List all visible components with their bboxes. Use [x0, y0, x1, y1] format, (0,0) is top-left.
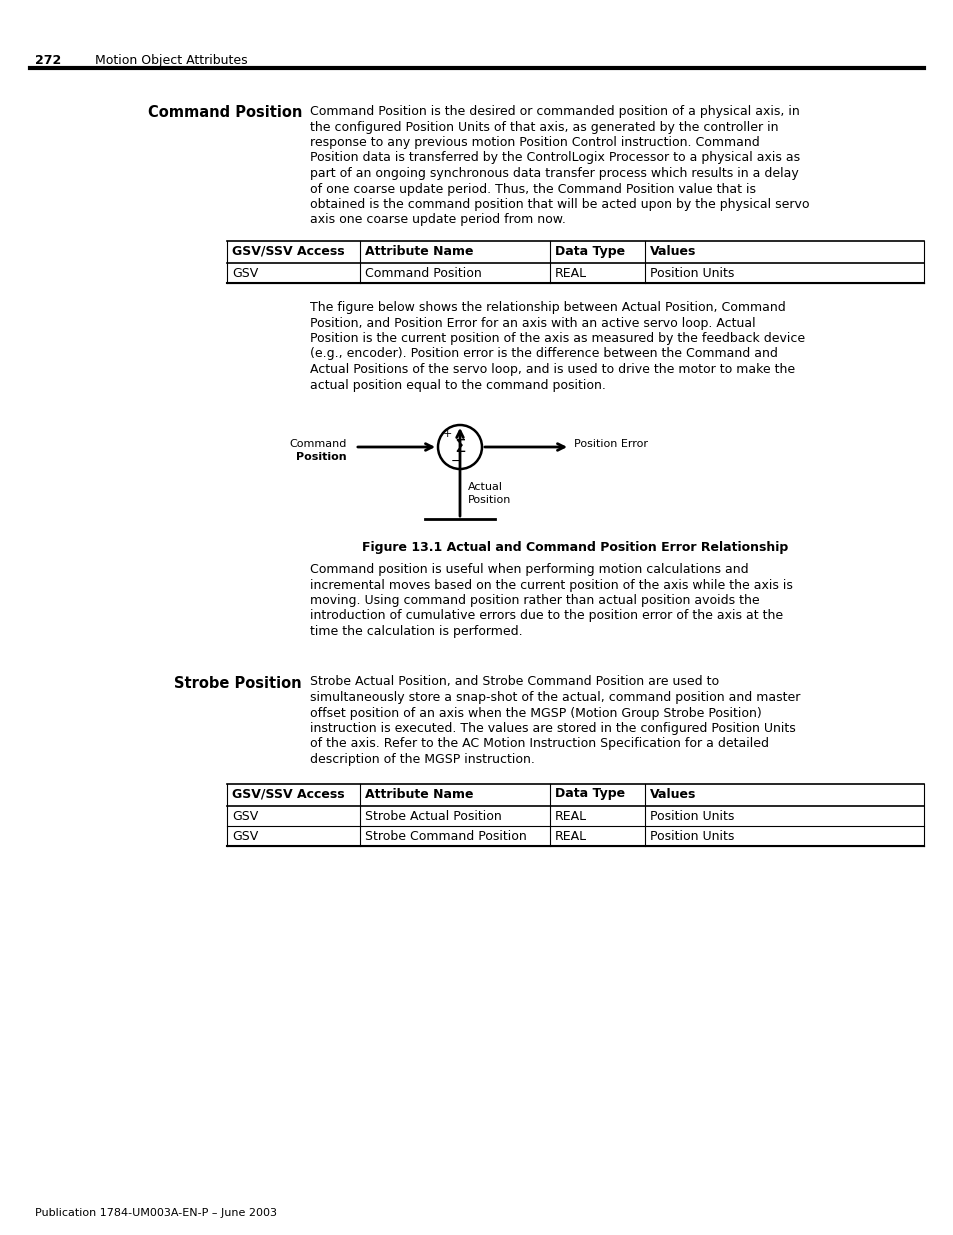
- Text: description of the MGSP instruction.: description of the MGSP instruction.: [310, 753, 535, 766]
- Text: Actual Positions of the servo loop, and is used to drive the motor to make the: Actual Positions of the servo loop, and …: [310, 363, 794, 375]
- Text: REAL: REAL: [555, 809, 586, 823]
- Text: GSV: GSV: [232, 809, 258, 823]
- Text: Strobe Position: Strobe Position: [174, 676, 302, 690]
- Text: Publication 1784-UM003A-EN-P – June 2003: Publication 1784-UM003A-EN-P – June 2003: [35, 1208, 276, 1218]
- Text: +: +: [442, 429, 451, 438]
- Text: Position Units: Position Units: [649, 830, 734, 842]
- Text: Position: Position: [468, 495, 511, 505]
- Text: Values: Values: [649, 788, 696, 800]
- Text: Position Error: Position Error: [574, 438, 647, 450]
- Text: Values: Values: [649, 245, 696, 258]
- Text: part of an ongoing synchronous data transfer process which results in a delay: part of an ongoing synchronous data tran…: [310, 167, 798, 180]
- Text: Strobe Actual Position: Strobe Actual Position: [365, 809, 501, 823]
- Text: moving. Using command position rather than actual position avoids the: moving. Using command position rather th…: [310, 594, 759, 606]
- Text: obtained is the command position that will be acted upon by the physical servo: obtained is the command position that wi…: [310, 198, 809, 211]
- Text: Position Units: Position Units: [649, 809, 734, 823]
- Text: incremental moves based on the current position of the axis while the axis is: incremental moves based on the current p…: [310, 578, 792, 592]
- Text: GSV: GSV: [232, 830, 258, 842]
- Text: REAL: REAL: [555, 267, 586, 280]
- Text: Position data is transferred by the ControlLogix Processor to a physical axis as: Position data is transferred by the Cont…: [310, 152, 800, 164]
- Text: Actual: Actual: [468, 482, 502, 492]
- Text: Position, and Position Error for an axis with an active servo loop. Actual: Position, and Position Error for an axis…: [310, 316, 755, 330]
- Text: Command: Command: [290, 438, 347, 450]
- Text: Command Position: Command Position: [148, 105, 302, 120]
- Text: Attribute Name: Attribute Name: [365, 245, 473, 258]
- Text: actual position equal to the command position.: actual position equal to the command pos…: [310, 378, 605, 391]
- Text: Position: Position: [296, 452, 347, 462]
- Text: Position is the current position of the axis as measured by the feedback device: Position is the current position of the …: [310, 332, 804, 345]
- Text: simultaneously store a snap-shot of the actual, command position and master: simultaneously store a snap-shot of the …: [310, 692, 800, 704]
- Text: response to any previous motion Position Control instruction. Command: response to any previous motion Position…: [310, 136, 759, 149]
- Text: −: −: [450, 454, 460, 468]
- Text: $\Sigma$: $\Sigma$: [454, 438, 466, 456]
- Text: introduction of cumulative errors due to the position error of the axis at the: introduction of cumulative errors due to…: [310, 610, 782, 622]
- Text: Motion Object Attributes: Motion Object Attributes: [95, 54, 248, 67]
- Text: Data Type: Data Type: [555, 788, 624, 800]
- Text: the configured Position Units of that axis, as generated by the controller in: the configured Position Units of that ax…: [310, 121, 778, 133]
- Text: Attribute Name: Attribute Name: [365, 788, 473, 800]
- Text: GSV/SSV Access: GSV/SSV Access: [232, 245, 344, 258]
- Text: The figure below shows the relationship between Actual Position, Command: The figure below shows the relationship …: [310, 301, 785, 314]
- Text: time the calculation is performed.: time the calculation is performed.: [310, 625, 522, 638]
- Text: Command Position is the desired or commanded position of a physical axis, in: Command Position is the desired or comma…: [310, 105, 799, 119]
- Text: of one coarse update period. Thus, the Command Position value that is: of one coarse update period. Thus, the C…: [310, 183, 755, 195]
- Text: GSV: GSV: [232, 267, 258, 280]
- Text: Figure 13.1 Actual and Command Position Error Relationship: Figure 13.1 Actual and Command Position …: [362, 541, 788, 555]
- Text: (e.g., encoder). Position error is the difference between the Command and: (e.g., encoder). Position error is the d…: [310, 347, 777, 361]
- Text: Command position is useful when performing motion calculations and: Command position is useful when performi…: [310, 563, 748, 576]
- Text: axis one coarse update period from now.: axis one coarse update period from now.: [310, 214, 565, 226]
- Text: instruction is executed. The values are stored in the configured Position Units: instruction is executed. The values are …: [310, 722, 795, 735]
- Text: of the axis. Refer to the AC Motion Instruction Specification for a detailed: of the axis. Refer to the AC Motion Inst…: [310, 737, 768, 751]
- Text: Position Units: Position Units: [649, 267, 734, 280]
- Text: offset position of an axis when the MGSP (Motion Group Strobe Position): offset position of an axis when the MGSP…: [310, 706, 760, 720]
- Text: Data Type: Data Type: [555, 245, 624, 258]
- Text: Command Position: Command Position: [365, 267, 481, 280]
- Text: Strobe Actual Position, and Strobe Command Position are used to: Strobe Actual Position, and Strobe Comma…: [310, 676, 719, 688]
- Text: 272: 272: [35, 54, 61, 67]
- Text: GSV/SSV Access: GSV/SSV Access: [232, 788, 344, 800]
- Text: REAL: REAL: [555, 830, 586, 842]
- Text: Strobe Command Position: Strobe Command Position: [365, 830, 526, 842]
